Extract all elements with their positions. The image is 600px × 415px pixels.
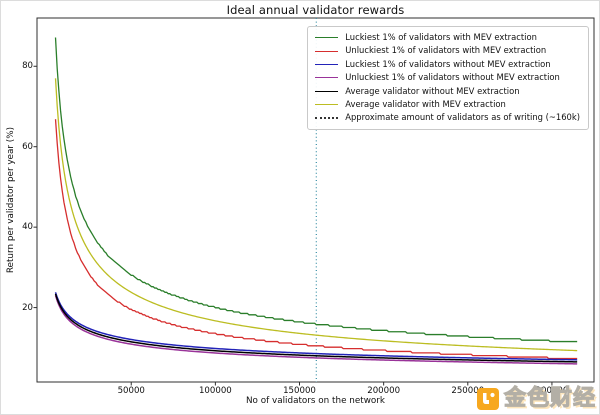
watermark: 金色财经: [476, 386, 596, 411]
y-axis-label-wrap: Return per validator per year (%): [4, 18, 18, 382]
legend-swatch-icon: [315, 104, 339, 106]
x-tick-label: 100000: [198, 386, 232, 396]
series-line-3: [54, 295, 578, 365]
x-tick-label: 300000: [535, 386, 569, 396]
series-line-1: [54, 119, 578, 360]
legend: Luckiest 1% of validators with MEV extra…: [307, 26, 589, 130]
series-line-2: [54, 292, 578, 361]
legend-label: Average validator without MEV extraction: [345, 85, 520, 96]
legend-swatch-icon: [315, 77, 339, 79]
legend-label: Unluckiest 1% of validators without MEV …: [345, 72, 560, 83]
y-tick-label: 40: [22, 222, 33, 233]
x-tick-label: 200000: [367, 386, 401, 396]
legend-swatch-icon: [315, 117, 339, 120]
watermark-logo-icon: [476, 388, 499, 410]
legend-item: Unluckiest 1% of validators with MEV ext…: [315, 45, 580, 57]
legend-label: Unluckiest 1% of validators with MEV ext…: [345, 45, 547, 56]
legend-swatch-icon: [315, 37, 339, 39]
series-line-5: [54, 78, 578, 352]
x-tick-label: 150000: [283, 386, 316, 396]
legend-item: Luckiest 1% of validators with MEV extra…: [315, 32, 580, 44]
x-tick-label: 50000: [117, 386, 145, 396]
legend-label: Luckiest 1% of validators without MEV ex…: [345, 58, 551, 69]
legend-swatch-icon: [315, 50, 339, 52]
series-line-4: [54, 293, 578, 363]
legend-item: Approximate amount of validators as of w…: [315, 112, 580, 124]
y-tick-label: 60: [22, 141, 33, 152]
watermark-text: 金色财经: [503, 386, 596, 411]
x-axis-label: No of validators on the network: [245, 396, 386, 406]
chart-title: Ideal annual validator rewards: [226, 3, 405, 17]
series-line-0: [54, 37, 578, 343]
legend-item: Average validator with MEV extraction: [315, 99, 580, 111]
legend-swatch-icon: [315, 64, 339, 66]
legend-label: Luckiest 1% of validators with MEV extra…: [345, 32, 537, 42]
legend-item: Luckiest 1% of validators without MEV ex…: [315, 59, 580, 71]
legend-item: Average validator without MEV extraction: [315, 86, 580, 98]
x-tick-label: 250000: [451, 386, 485, 396]
y-tick-label: 20: [22, 302, 33, 313]
legend-label: Approximate amount of validators as of w…: [345, 112, 580, 123]
legend-label: Average validator with MEV extraction: [345, 98, 506, 109]
y-tick-label: 80: [22, 61, 33, 72]
legend-swatch-icon: [315, 90, 339, 92]
legend-item: Unluckiest 1% of validators without MEV …: [315, 72, 580, 84]
